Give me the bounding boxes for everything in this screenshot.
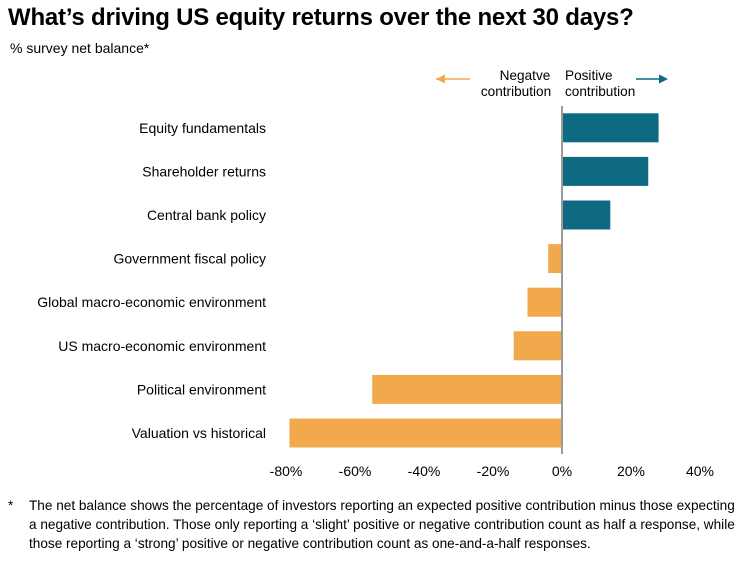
footnote: * The net balance shows the percentage o…	[8, 496, 740, 553]
category-label: Valuation vs historical	[132, 425, 266, 441]
category-label: Shareholder returns	[142, 163, 266, 179]
category-label: Equity fundamentals	[139, 120, 266, 136]
x-tick-label: -80%	[270, 463, 303, 479]
bar	[513, 331, 562, 361]
bar	[562, 156, 649, 186]
x-tick-label: 0%	[552, 463, 572, 479]
category-label: US macro-economic environment	[58, 338, 266, 354]
x-tick-label: 20%	[617, 463, 645, 479]
right-arrow-icon	[659, 74, 668, 84]
left-arrow-icon	[436, 74, 445, 84]
bar	[548, 244, 562, 274]
bar	[562, 200, 611, 230]
positive-legend-label-line1: Positive	[565, 68, 613, 83]
footnote-text: The net balance shows the percentage of …	[29, 498, 735, 551]
category-label: Global macro-economic environment	[37, 294, 266, 310]
category-label: Government fiscal policy	[113, 251, 266, 267]
negative-legend-label-line2: contribution	[481, 84, 551, 99]
x-tick-label: -20%	[477, 463, 510, 479]
x-tick-label: -60%	[339, 463, 372, 479]
bar	[372, 374, 562, 404]
footnote-marker: *	[8, 498, 14, 513]
x-tick-label: -40%	[408, 463, 441, 479]
negative-legend-label-line1: Negatve	[500, 68, 551, 83]
legend: Negatve contribution Positive contributi…	[436, 68, 668, 99]
x-tick-label: 40%	[686, 463, 714, 479]
bar-chart: Negatve contribution Positive contributi…	[37, 68, 714, 479]
bar	[527, 287, 562, 317]
positive-legend-label-line2: contribution	[565, 84, 635, 99]
bar	[562, 113, 659, 143]
category-label: Central bank policy	[147, 207, 266, 223]
chart-title: What’s driving US equity returns over th…	[8, 4, 634, 31]
category-label: Political environment	[137, 381, 266, 397]
chart-subtitle: % survey net balance*	[10, 40, 150, 56]
bar	[289, 418, 562, 448]
